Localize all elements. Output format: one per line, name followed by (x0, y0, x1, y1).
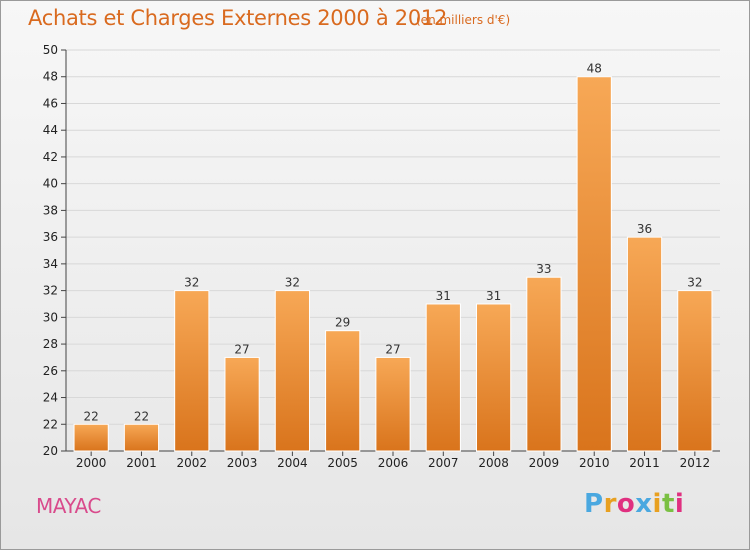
y-tick-label: 42 (43, 150, 58, 164)
bar-2000 (73, 423, 109, 452)
x-tick-label: 2002 (176, 456, 207, 470)
brand-letter: i (674, 489, 685, 519)
data-label: 31 (486, 289, 501, 303)
data-label: 32 (184, 276, 199, 290)
x-tick-label: 2000 (76, 456, 107, 470)
y-tick-label: 36 (43, 230, 58, 244)
y-tick-label: 24 (43, 391, 58, 405)
y-tick-label: 38 (43, 203, 58, 217)
y-tick-label: 26 (43, 364, 58, 378)
x-tick-label: 2004 (277, 456, 308, 470)
y-tick-label: 50 (43, 43, 58, 57)
proxiti-logo: Proxiti (584, 489, 684, 519)
y-tick-label: 28 (43, 337, 58, 351)
bar-2007 (425, 303, 461, 452)
chart-subtitle: (en milliers d'€) (416, 13, 511, 27)
y-tick-label: 22 (43, 417, 58, 431)
bar-2011 (626, 236, 663, 452)
x-tick-label: 2005 (327, 456, 358, 470)
bar-2004 (274, 290, 310, 452)
bar-2001 (123, 423, 160, 452)
x-tick-label: 2011 (629, 456, 660, 470)
y-tick-label: 44 (43, 123, 58, 137)
brand-letter: x (635, 489, 653, 519)
y-tick-label: 32 (43, 284, 58, 298)
y-tick-label: 34 (43, 257, 58, 271)
bar-2010 (576, 76, 612, 452)
bar-2006 (375, 356, 411, 452)
x-tick-label: 2009 (529, 456, 560, 470)
data-label: 27 (234, 342, 249, 356)
y-tick-label: 48 (43, 70, 58, 84)
brand-letter: t (661, 489, 675, 519)
brand-letter: P (584, 489, 604, 519)
x-tick-label: 2008 (478, 456, 509, 470)
y-tick-label: 30 (43, 310, 58, 324)
y-tick-label: 46 (43, 96, 58, 110)
x-tick-label: 2007 (428, 456, 459, 470)
x-tick-label: 2006 (378, 456, 409, 470)
data-label: 33 (536, 262, 551, 276)
brand-letter: o (616, 489, 636, 519)
bar-2009 (526, 276, 562, 452)
bars (73, 76, 713, 452)
bar-2012 (677, 290, 713, 452)
data-label: 22 (84, 409, 99, 423)
bar-2005 (325, 330, 361, 452)
bar-2003 (224, 356, 260, 452)
data-label: 31 (436, 289, 451, 303)
chart-title: Achats et Charges Externes 2000 à 2012 (28, 6, 448, 30)
commune-name: MAYAC (36, 494, 101, 518)
y-tick-label: 40 (43, 177, 58, 191)
data-label: 36 (637, 222, 652, 236)
x-tick-label: 2003 (227, 456, 258, 470)
labels: 20 22 24 26 28 30 32 34 36 38 40 42 44 46 48 50 2000 22 20… (43, 43, 710, 470)
x-tick-label: 2001 (126, 456, 157, 470)
bar-2008 (476, 303, 512, 452)
data-label: 48 (587, 62, 602, 76)
y-tick-label: 20 (43, 444, 58, 458)
data-label: 29 (335, 316, 350, 330)
data-label: 32 (285, 276, 300, 290)
data-label: 27 (385, 342, 400, 356)
data-label: 32 (687, 276, 702, 290)
brand-letter: i (652, 489, 662, 519)
brand-letter: r (603, 489, 617, 519)
x-tick-label: 2010 (579, 456, 610, 470)
data-label: 22 (134, 409, 149, 423)
bar-2002 (174, 290, 210, 452)
x-tick-label: 2012 (680, 456, 711, 470)
